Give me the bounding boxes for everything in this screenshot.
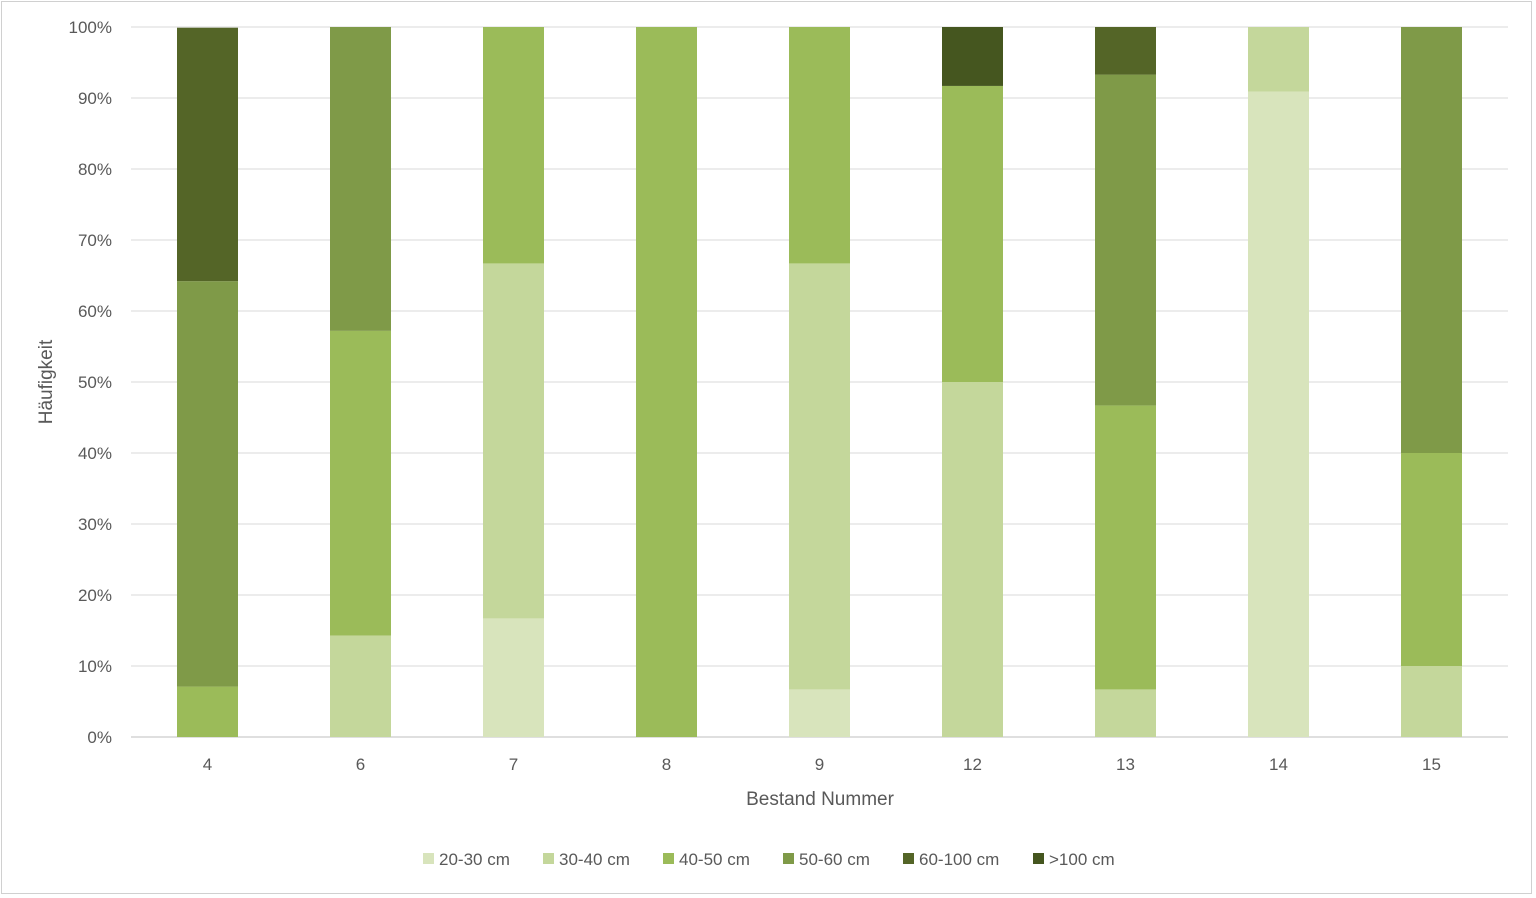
bar-segment-7-0 <box>483 618 544 737</box>
bars <box>177 27 1462 738</box>
bar-segment-14-0 <box>1248 91 1309 738</box>
y-tick-label: 0% <box>87 728 112 747</box>
bar-segment-6-3 <box>330 27 391 331</box>
bar-segment-14-1 <box>1248 27 1309 92</box>
bar-segment-6-1 <box>330 635 391 737</box>
bar-segment-4-2 <box>177 686 238 737</box>
legend-swatch <box>1033 853 1044 864</box>
y-tick-label: 20% <box>78 586 112 605</box>
legend-label: 30-40 cm <box>559 850 630 869</box>
legend-swatch <box>903 853 914 864</box>
legend-label: >100 cm <box>1049 850 1115 869</box>
bar-segment-7-1 <box>483 263 544 619</box>
bar-segment-15-2 <box>1401 453 1462 666</box>
legend-swatch <box>423 853 434 864</box>
legend-label: 50-60 cm <box>799 850 870 869</box>
bar-segment-12-2 <box>942 85 1003 383</box>
y-axis-title: Häufigkeit <box>36 339 57 424</box>
bar-segment-4-3 <box>177 281 238 687</box>
legend-swatch <box>543 853 554 864</box>
legend-label: 60-100 cm <box>919 850 999 869</box>
bar-segment-12-1 <box>942 382 1003 737</box>
bar-segment-15-3 <box>1401 27 1462 453</box>
bar-segment-13-2 <box>1095 405 1156 690</box>
x-axis-ticks: 4 6 7 8 9 12 13 14 15 <box>203 755 1441 774</box>
bar-segment-13-3 <box>1095 74 1156 406</box>
x-tick-label: 6 <box>356 755 365 774</box>
y-tick-label: 80% <box>78 160 112 179</box>
x-axis-title: Bestand Nummer <box>746 789 895 810</box>
y-tick-label: 100% <box>69 18 112 37</box>
bar-segment-9-2 <box>789 27 850 264</box>
y-tick-label: 30% <box>78 515 112 534</box>
legend-swatch <box>783 853 794 864</box>
x-tick-label: 8 <box>662 755 671 774</box>
bar-segment-7-2 <box>483 27 544 264</box>
bar-segment-8-2 <box>636 27 697 737</box>
x-tick-label: 7 <box>509 755 518 774</box>
bar-segment-9-0 <box>789 689 850 737</box>
x-tick-label: 4 <box>203 755 212 774</box>
y-tick-label: 60% <box>78 302 112 321</box>
bar-segment-12-5 <box>942 27 1003 86</box>
x-tick-label: 13 <box>1116 755 1135 774</box>
legend: 20-30 cm 30-40 cm 40-50 cm 50-60 cm 60-100 c… <box>423 850 1115 869</box>
legend-swatch <box>663 853 674 864</box>
y-tick-label: 70% <box>78 231 112 250</box>
bar-segment-13-1 <box>1095 689 1156 737</box>
y-tick-label: 50% <box>78 373 112 392</box>
bar-segment-13-4 <box>1095 27 1156 75</box>
bar-segment-4-4 <box>177 27 238 282</box>
bar-segment-9-1 <box>789 263 850 690</box>
y-tick-label: 40% <box>78 444 112 463</box>
x-tick-label: 9 <box>815 755 824 774</box>
y-tick-label: 10% <box>78 657 112 676</box>
x-tick-label: 14 <box>1269 755 1288 774</box>
y-tick-label: 90% <box>78 89 112 108</box>
legend-label: 20-30 cm <box>439 850 510 869</box>
legend-label: 40-50 cm <box>679 850 750 869</box>
bar-segment-6-2 <box>330 330 391 636</box>
bar-segment-15-1 <box>1401 666 1462 737</box>
x-tick-label: 12 <box>963 755 982 774</box>
y-axis-ticks: 0% 10% 20% 30% 40% 50% 60% 70% 80% 90% 100% <box>69 18 112 747</box>
x-tick-label: 15 <box>1422 755 1441 774</box>
